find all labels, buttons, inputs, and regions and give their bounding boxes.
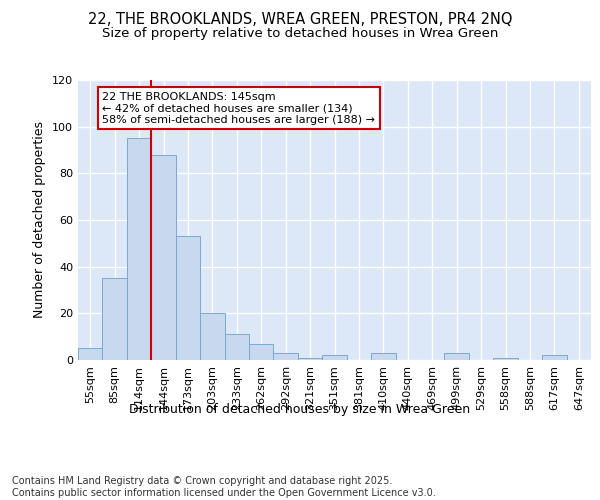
- Bar: [127, 138, 151, 360]
- Text: Distribution of detached houses by size in Wrea Green: Distribution of detached houses by size …: [130, 402, 470, 415]
- Text: 22, THE BROOKLANDS, WREA GREEN, PRESTON, PR4 2NQ: 22, THE BROOKLANDS, WREA GREEN, PRESTON,…: [88, 12, 512, 28]
- Bar: [200, 314, 224, 360]
- Bar: [445, 353, 469, 360]
- Bar: [542, 356, 566, 360]
- Y-axis label: Number of detached properties: Number of detached properties: [34, 122, 46, 318]
- Text: Size of property relative to detached houses in Wrea Green: Size of property relative to detached ho…: [102, 28, 498, 40]
- Bar: [103, 278, 127, 360]
- Bar: [151, 154, 176, 360]
- Bar: [298, 358, 322, 360]
- Text: 22 THE BROOKLANDS: 145sqm
← 42% of detached houses are smaller (134)
58% of semi: 22 THE BROOKLANDS: 145sqm ← 42% of detac…: [103, 92, 376, 125]
- Bar: [78, 348, 103, 360]
- Bar: [371, 353, 395, 360]
- Bar: [224, 334, 249, 360]
- Bar: [322, 356, 347, 360]
- Text: Contains HM Land Registry data © Crown copyright and database right 2025.
Contai: Contains HM Land Registry data © Crown c…: [12, 476, 436, 498]
- Bar: [493, 358, 518, 360]
- Bar: [274, 353, 298, 360]
- Bar: [176, 236, 200, 360]
- Bar: [249, 344, 274, 360]
